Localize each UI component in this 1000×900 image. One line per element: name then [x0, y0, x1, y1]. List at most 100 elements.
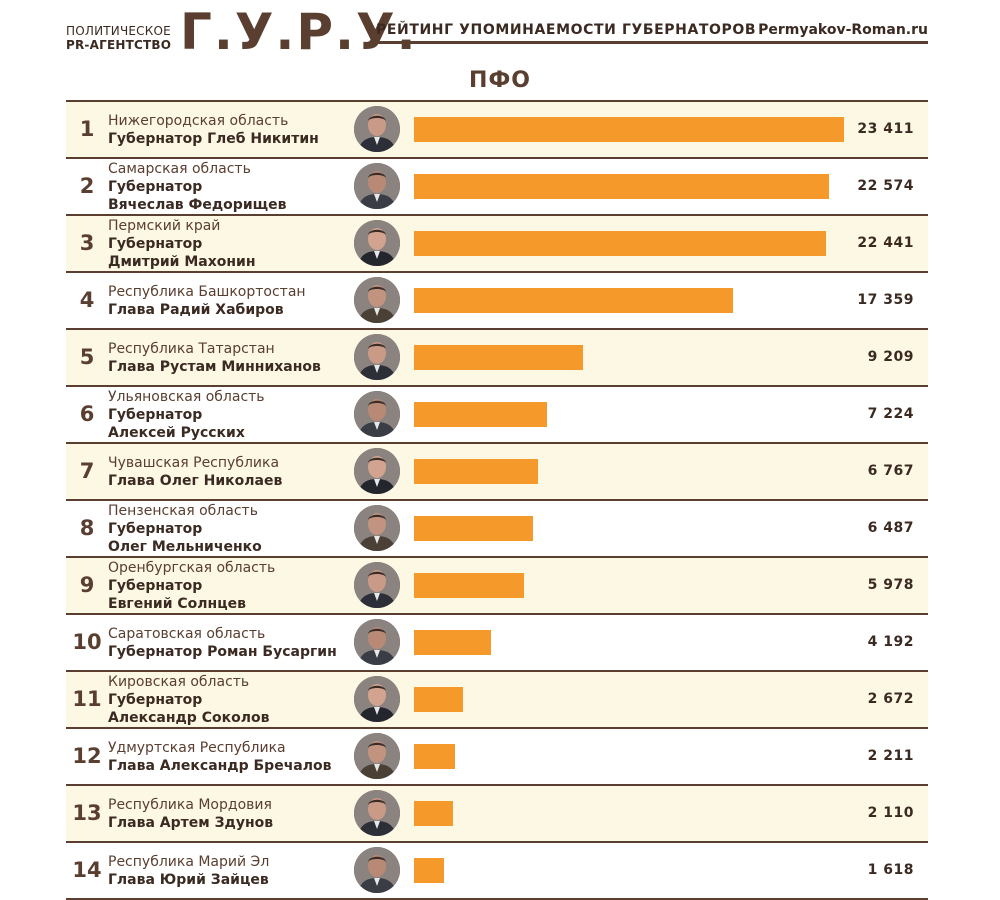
governor-name: Глава Юрий Зайцев	[108, 871, 269, 888]
table-row: 1 Нижегородская область Губернатор Глеб Ни…	[66, 102, 928, 159]
bar	[414, 174, 829, 199]
category-label: Саратовская область Губернатор Роман Буса…	[108, 615, 354, 670]
category-label: Удмуртская Республика Глава Александр Бре…	[108, 729, 354, 784]
header-divider	[376, 41, 928, 44]
data-label: 9 209	[867, 349, 914, 365]
avatar	[354, 790, 400, 836]
bar	[414, 459, 538, 484]
bar	[414, 516, 533, 541]
bar	[414, 345, 583, 370]
category-label: Самарская область Губернатор Вячеслав Федо…	[108, 159, 354, 214]
governor-name: Губернатор Роман Бусаргин	[108, 643, 337, 660]
bar	[414, 117, 844, 142]
region-name: Республика Татарстан	[108, 340, 275, 357]
bar	[414, 744, 455, 769]
data-label: 4 192	[867, 634, 914, 650]
avatar	[354, 391, 400, 437]
category-label: Пермский край Губернатор Дмитрий Махонин	[108, 216, 354, 271]
governor-name: Глава Радий Хабиров	[108, 301, 284, 318]
region-name: Удмуртская Республика	[108, 739, 286, 756]
table-row: 11 Кировская область Губернатор Александр С…	[66, 672, 928, 729]
region-name: Самарская область	[108, 160, 251, 177]
bar	[414, 801, 453, 826]
avatar	[354, 220, 400, 266]
region-name: Республика Мордовия	[108, 796, 272, 813]
rank-label: 5	[79, 345, 95, 369]
table-row: 6 Ульяновская область Губернатор Алексей Ру…	[66, 387, 928, 444]
header: ПОЛИТИЧЕСКОЕ PR-АГЕНТСТВО Г.У.Р.У. РЕЙТИ…	[0, 0, 1000, 70]
rank-label: 9	[79, 573, 95, 597]
rating-title: РЕЙТИНГ УПОМИНАЕМОСТИ ГУБЕРНАТОРОВ	[376, 22, 757, 38]
avatar	[354, 334, 400, 380]
bar-chart: 1 Нижегородская область Губернатор Глеб Ни…	[66, 102, 928, 900]
data-label: 6 767	[867, 463, 914, 479]
rank-label: 14	[72, 858, 102, 882]
data-label: 6 487	[867, 520, 914, 536]
rank-label: 2	[79, 174, 95, 198]
category-label: Нижегородская область Губернатор Глеб Ник…	[108, 102, 354, 157]
avatar	[354, 106, 400, 152]
governor-name: Алексей Русских	[108, 424, 245, 441]
bar	[414, 231, 826, 256]
table-row: 5 Республика Татарстан Глава Рустам Минних…	[66, 330, 928, 387]
category-label: Ульяновская область Губернатор Алексей Рус…	[108, 387, 354, 442]
governor-name: Глава Александр Бречалов	[108, 757, 332, 774]
avatar	[354, 847, 400, 893]
bar	[414, 573, 524, 598]
governor-name: Губернатор	[108, 520, 203, 537]
rank-label: 7	[79, 459, 95, 483]
avatar	[354, 448, 400, 494]
table-row: 3 Пермский край Губернатор Дмитрий Махонин 2…	[66, 216, 928, 273]
bar	[414, 687, 463, 712]
category-label: Республика Татарстан Глава Рустам Минниха…	[108, 330, 354, 385]
region-name: Нижегородская область	[108, 112, 289, 129]
governor-name: Губернатор Глеб Никитин	[108, 130, 319, 147]
region-name: Кировская область	[108, 673, 250, 690]
table-row: 9 Оренбургская область Губернатор Евгений С…	[66, 558, 928, 615]
agency-label: ПОЛИТИЧЕСКОЕ PR-АГЕНТСТВО	[66, 24, 171, 52]
site-link[interactable]: Permyakov-Roman.ru	[758, 22, 928, 38]
table-row: 7 Чувашская Республика Глава Олег Николаев…	[66, 444, 928, 501]
governor-name: Глава Артем Здунов	[108, 814, 274, 831]
data-label: 23 411	[857, 121, 914, 137]
region-name: Пермский край	[108, 217, 221, 234]
category-label: Кировская область Губернатор Александр Сок…	[108, 672, 354, 727]
avatar	[354, 676, 400, 722]
governor-name: Александр Соколов	[108, 709, 270, 726]
rank-label: 6	[79, 402, 95, 426]
bar	[414, 858, 444, 883]
governor-name: Губернатор	[108, 178, 203, 195]
governor-name: Губернатор	[108, 691, 203, 708]
rank-label: 12	[72, 744, 102, 768]
data-label: 22 441	[857, 235, 914, 251]
category-label: Чувашская Республика Глава Олег Николаев	[108, 444, 354, 499]
governor-name: Вячеслав Федорищев	[108, 196, 287, 213]
bar	[414, 630, 491, 655]
region-name: Пензенская область	[108, 502, 258, 519]
governor-name: Дмитрий Махонин	[108, 253, 256, 270]
category-label: Республика Башкортостан Глава Радий Хабир…	[108, 273, 354, 328]
governor-name: Губернатор	[108, 235, 203, 252]
region-name: Чувашская Республика	[108, 454, 280, 471]
logo: Г.У.Р.У.	[180, 3, 418, 61]
governor-name: Глава Рустам Минниханов	[108, 358, 321, 375]
avatar	[354, 277, 400, 323]
rank-label: 1	[79, 117, 95, 141]
data-label: 2 110	[867, 805, 914, 821]
category-label: Оренбургская область Губернатор Евгений Со…	[108, 558, 354, 613]
region-name: Республика Башкортостан	[108, 283, 306, 300]
table-top-rule	[66, 100, 928, 102]
table-row: 8 Пензенская область Губернатор Олег Мельни…	[66, 501, 928, 558]
data-label: 2 672	[867, 691, 914, 707]
avatar	[354, 733, 400, 779]
data-label: 7 224	[867, 406, 914, 422]
governor-name: Губернатор	[108, 577, 203, 594]
category-label: Республика Мордовия Глава Артем Здунов	[108, 786, 354, 841]
avatar	[354, 562, 400, 608]
agency-line-2: PR-АГЕНТСТВО	[66, 38, 172, 52]
avatar	[354, 619, 400, 665]
governor-name: Губернатор	[108, 406, 203, 423]
governor-name: Евгений Солнцев	[108, 595, 246, 612]
bar	[414, 402, 547, 427]
rank-label: 4	[79, 288, 95, 312]
